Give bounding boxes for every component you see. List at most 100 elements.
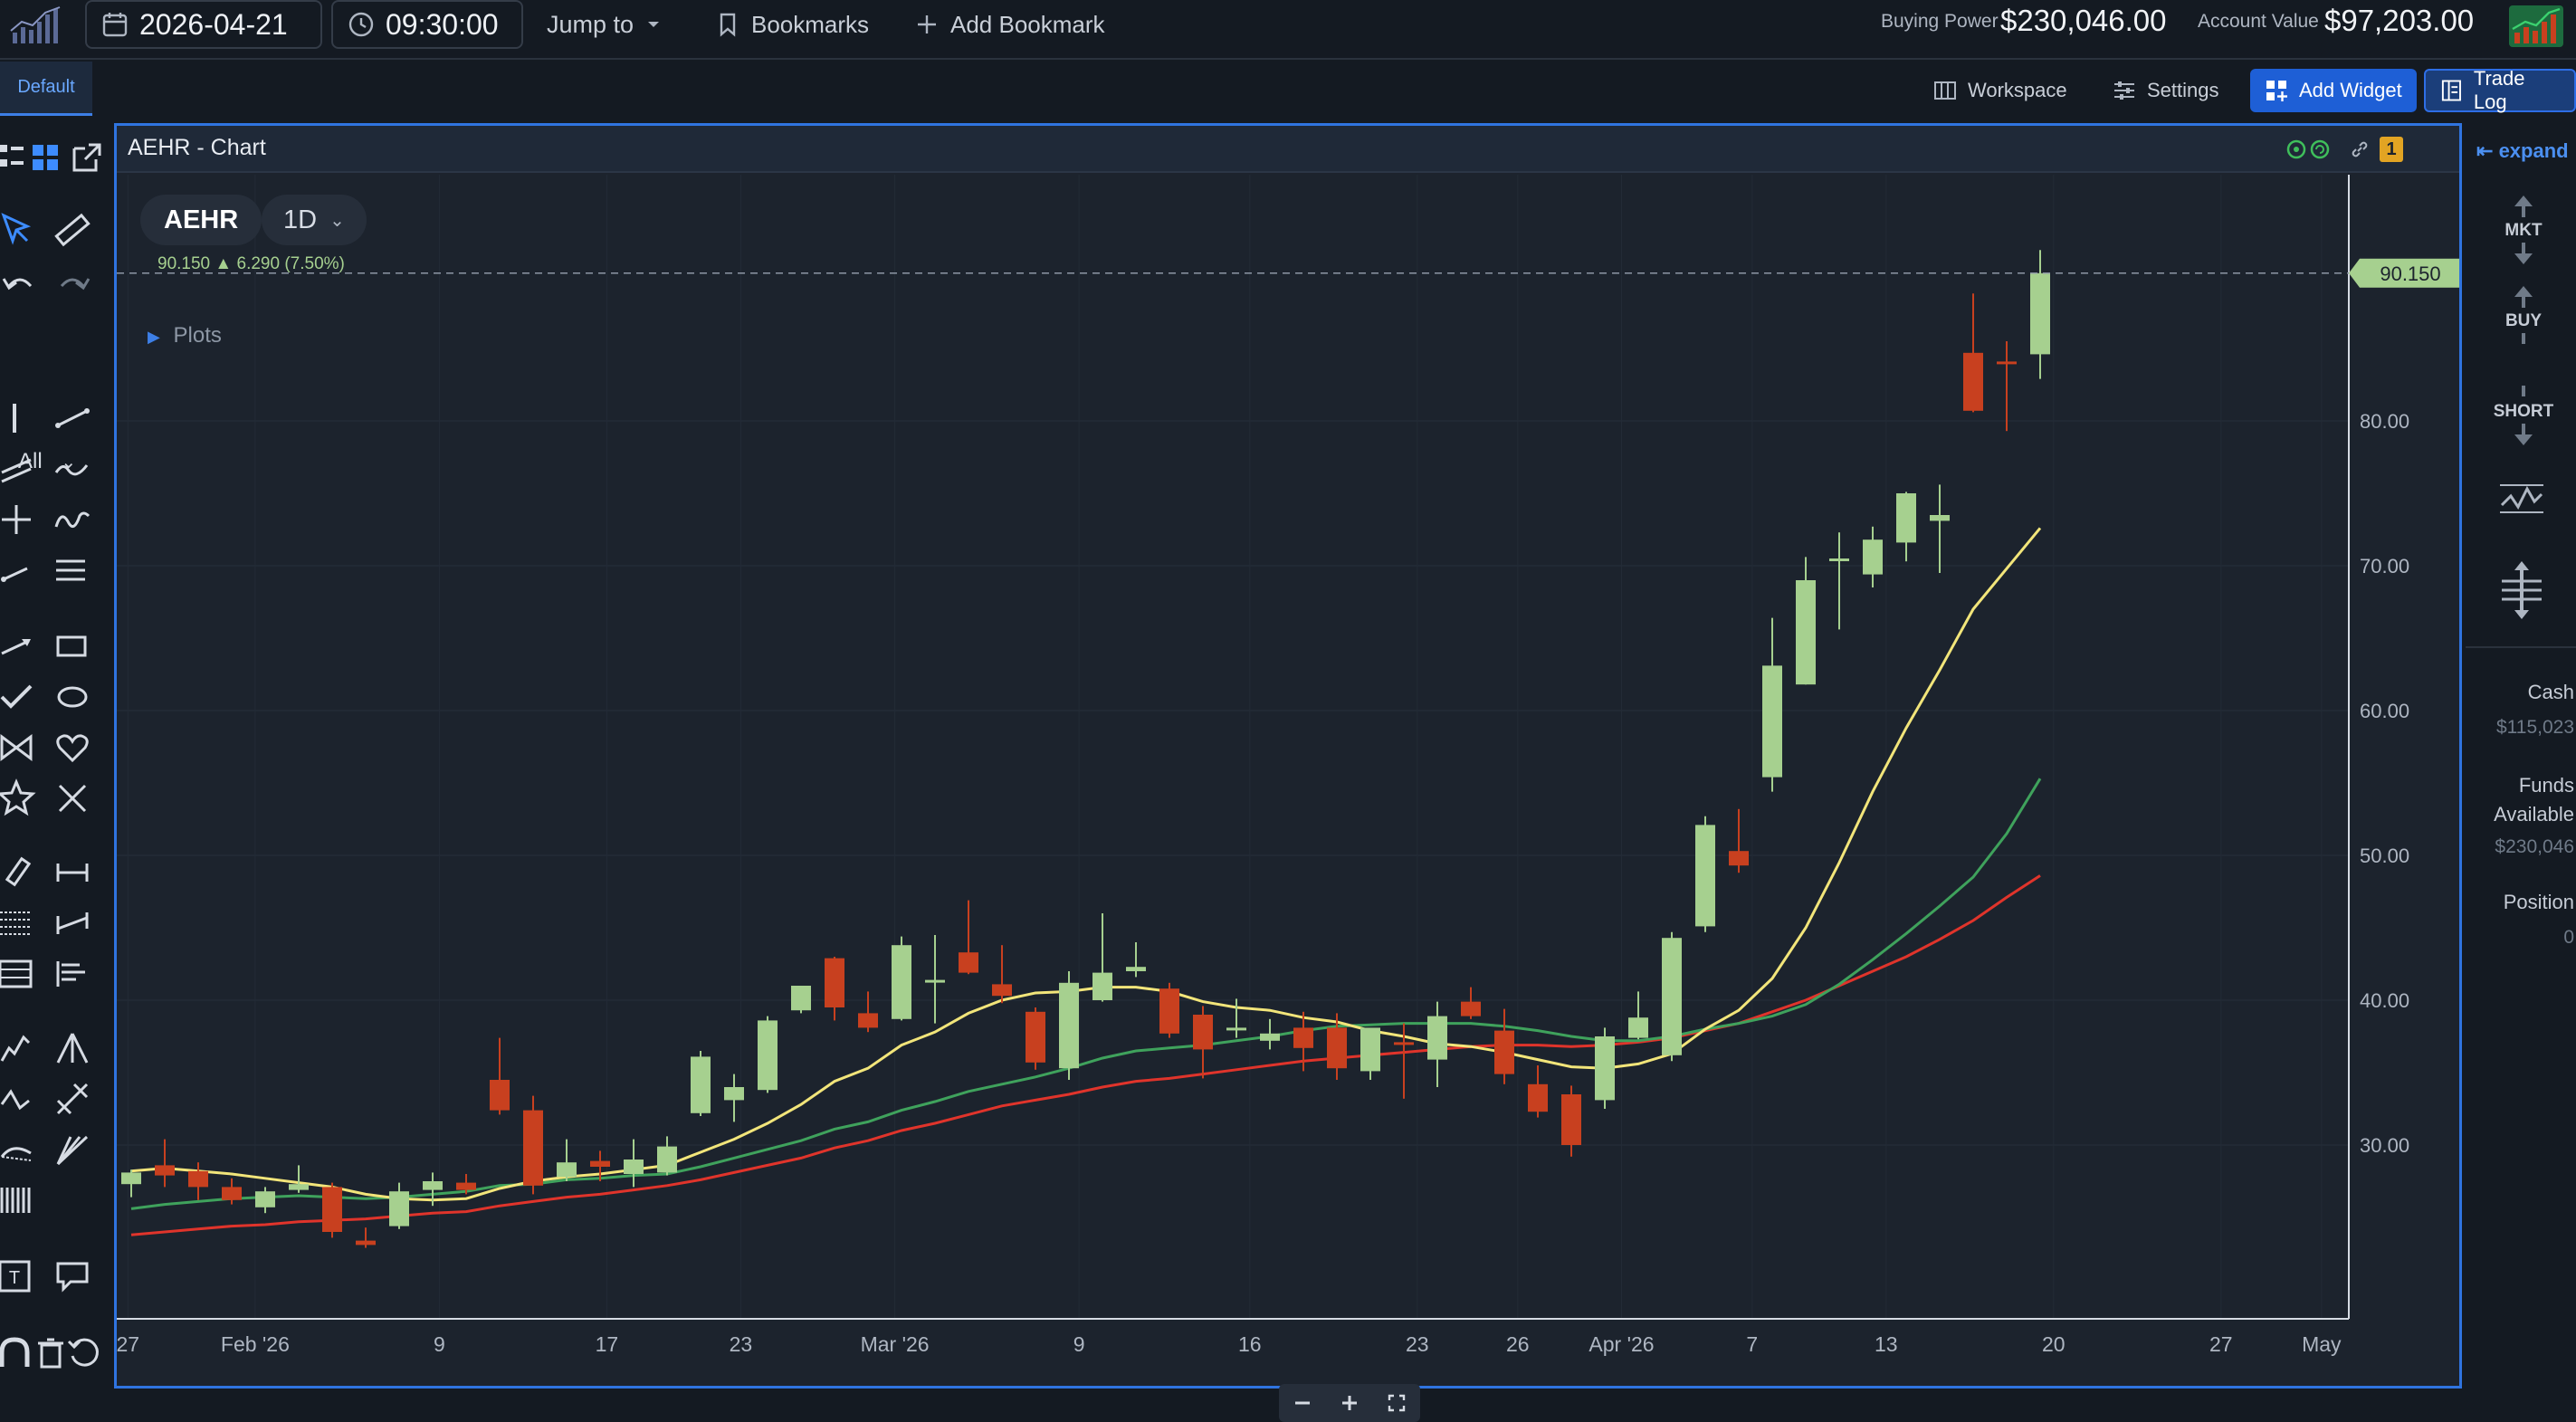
trend-line-icon[interactable] xyxy=(52,398,92,438)
app-logo-icon[interactable] xyxy=(9,5,62,47)
price-tick-label: 70.00 xyxy=(2360,555,2409,577)
parallel-channel-icon[interactable] xyxy=(0,449,40,489)
date-tick-label: 17 xyxy=(596,1332,619,1356)
cross-icon[interactable] xyxy=(52,778,92,818)
brush-icon[interactable] xyxy=(52,500,92,539)
barcode-icon[interactable] xyxy=(0,1180,40,1220)
arrow-icon[interactable] xyxy=(0,626,40,666)
buy-button[interactable]: BUY xyxy=(2484,284,2563,357)
crosshair-icon[interactable] xyxy=(0,500,40,539)
cursor-select-icon[interactable] xyxy=(0,210,40,250)
chevron-down-icon: ⌄ xyxy=(329,210,345,231)
fib-fan-icon[interactable] xyxy=(0,1130,40,1169)
tab-default[interactable]: Default xyxy=(0,62,92,116)
candle-body xyxy=(1360,1027,1380,1072)
timeframe-selector[interactable]: 1D ⌄ xyxy=(262,195,367,245)
link-icon[interactable] xyxy=(2349,138,2371,160)
add-bookmark-label: Add Bookmark xyxy=(950,10,1105,38)
bowtie-icon[interactable] xyxy=(0,728,40,768)
ray-icon[interactable] xyxy=(0,550,40,590)
zoom-in-button[interactable] xyxy=(1326,1384,1373,1422)
pencil-icon[interactable] xyxy=(0,853,40,892)
bookmarks-button[interactable]: Bookmarks xyxy=(715,0,869,49)
workspace-icon xyxy=(1934,81,1956,100)
candle-body xyxy=(1092,972,1112,1000)
symbol-selector[interactable]: AEHR xyxy=(140,195,262,245)
candle xyxy=(1695,816,1715,932)
horizontal-lines-icon[interactable] xyxy=(52,550,92,590)
redo-icon[interactable] xyxy=(52,268,92,308)
candle xyxy=(1461,987,1481,1019)
ma-mid-line xyxy=(130,778,2042,1210)
fib-retracement-icon[interactable] xyxy=(0,903,40,943)
candle xyxy=(121,1169,141,1198)
candle xyxy=(155,1139,175,1188)
magnet-icon[interactable] xyxy=(0,1332,40,1372)
ellipse-icon[interactable] xyxy=(52,677,92,717)
time-axis: 27 Feb '26 9 17 23 Mar '26 9 16 23 26 Apr '26 7 13 20… xyxy=(117,1318,2349,1356)
rectangle-icon[interactable] xyxy=(52,626,92,666)
fit-chart-button[interactable] xyxy=(1373,1384,1420,1422)
candle-body xyxy=(758,1020,778,1091)
grid-layout-icon[interactable] xyxy=(29,138,69,177)
time-picker[interactable]: 09:30:00 xyxy=(331,0,523,49)
date-range-icon[interactable] xyxy=(52,853,92,892)
add-widget-button[interactable]: Add Widget xyxy=(2250,69,2417,112)
star-icon[interactable] xyxy=(0,778,40,818)
candle xyxy=(222,1178,242,1205)
link-group-badge[interactable]: 1 xyxy=(2380,137,2403,162)
panel-title: AEHR - Chart xyxy=(128,135,266,160)
fan-lines-icon[interactable] xyxy=(52,1130,92,1169)
date-tick-label: Feb '26 xyxy=(221,1332,290,1356)
ruler-icon[interactable] xyxy=(52,210,92,250)
list-layout-icon[interactable] xyxy=(0,138,40,177)
indicator-icon[interactable] xyxy=(2498,478,2545,518)
position-value: 0 xyxy=(2563,927,2574,948)
candle xyxy=(825,957,844,1021)
short-button[interactable]: SHORT xyxy=(2484,375,2563,447)
caret-right-icon: ▶ xyxy=(148,328,160,346)
add-bookmark-button[interactable]: Add Bookmark xyxy=(914,0,1105,49)
pnl-chart-icon[interactable] xyxy=(2507,4,2565,49)
zoom-out-button[interactable] xyxy=(1279,1384,1326,1422)
depth-icon[interactable] xyxy=(2498,561,2545,619)
undo-icon[interactable] xyxy=(0,268,40,308)
jump-to-dropdown[interactable]: Jump to xyxy=(547,0,663,49)
zigzag-icon[interactable] xyxy=(0,1079,40,1119)
sync-status-icon[interactable] xyxy=(2285,138,2333,160)
settings-button[interactable]: Settings xyxy=(2113,69,2219,112)
wave-icon[interactable] xyxy=(52,449,92,489)
workspace-button[interactable]: Workspace xyxy=(1933,69,2067,112)
trash-icon[interactable] xyxy=(33,1332,72,1372)
quote-line: 90.150 ▲ 6.290 (7.50%) xyxy=(157,254,345,274)
comment-icon[interactable] xyxy=(52,1256,92,1296)
trade-log-button[interactable]: Trade Log xyxy=(2424,67,2576,113)
check-icon[interactable] xyxy=(0,677,40,717)
pitchfork-icon[interactable] xyxy=(52,1028,92,1068)
elliott-wave-icon[interactable] xyxy=(0,1028,40,1068)
price-range-icon[interactable] xyxy=(52,903,92,943)
candle xyxy=(1662,931,1682,1062)
text-tool-icon[interactable]: T xyxy=(0,1256,40,1296)
chart-grid xyxy=(117,175,2349,1319)
price-tick-label: 80.00 xyxy=(2360,410,2409,433)
candle xyxy=(1394,1023,1414,1099)
candle xyxy=(1059,971,1079,1080)
candle-body xyxy=(1729,851,1749,866)
plus-icon xyxy=(1342,1396,1357,1410)
market-order-button[interactable]: MKT xyxy=(2484,194,2563,266)
vertical-line-icon[interactable] xyxy=(0,398,40,438)
workspace-label: Workspace xyxy=(1968,79,2067,101)
table-icon[interactable] xyxy=(0,954,40,994)
expand-button[interactable]: ⇤ expand xyxy=(2476,139,2569,163)
heart-icon[interactable] xyxy=(52,728,92,768)
text-lines-icon[interactable] xyxy=(52,954,92,994)
popout-icon[interactable] xyxy=(67,138,107,177)
price-chart[interactable]: 30.00 40.00 50.00 60.00 70.00 80.00 27 Feb '26… xyxy=(117,126,2459,1386)
symbol-label: AEHR xyxy=(164,205,239,234)
date-picker[interactable]: 2026-04-21 xyxy=(85,0,322,49)
reset-icon[interactable] xyxy=(65,1332,105,1372)
calendar-icon xyxy=(102,13,128,37)
gann-icon[interactable] xyxy=(52,1079,92,1119)
plots-toggle[interactable]: ▶ Plots xyxy=(148,323,222,348)
